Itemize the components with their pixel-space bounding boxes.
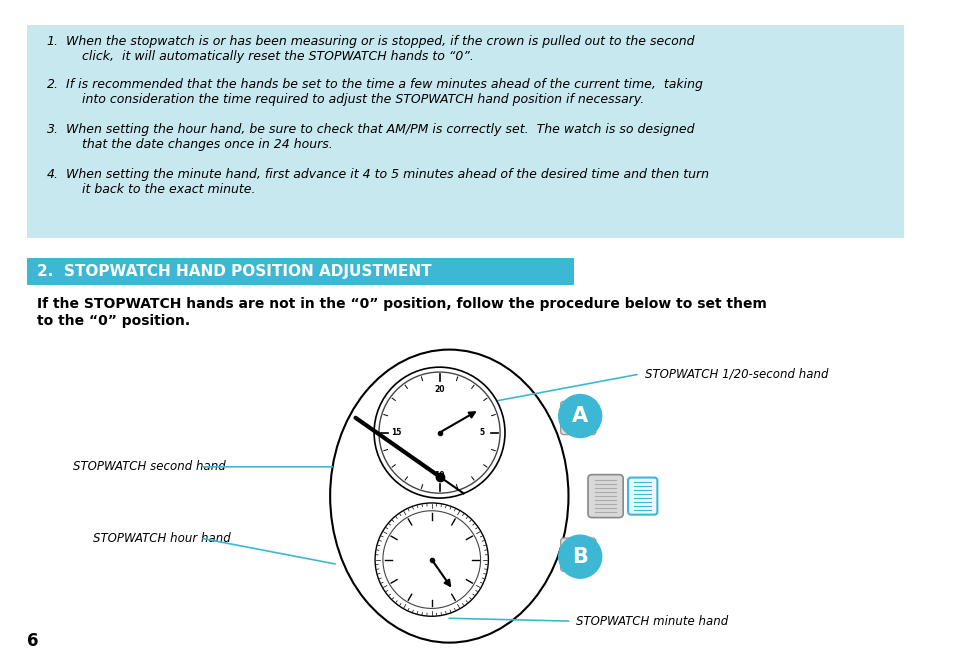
Circle shape	[382, 511, 480, 608]
Circle shape	[558, 535, 601, 578]
FancyBboxPatch shape	[587, 475, 622, 517]
FancyBboxPatch shape	[560, 538, 596, 571]
Text: When the stopwatch is or has been measuring or is stopped, if the crown is pulle: When the stopwatch is or has been measur…	[67, 35, 694, 63]
Text: 3.: 3.	[47, 123, 59, 136]
Circle shape	[378, 372, 499, 493]
FancyBboxPatch shape	[560, 402, 596, 434]
Text: to the “0” position.: to the “0” position.	[37, 315, 190, 329]
Text: B: B	[572, 547, 587, 567]
Circle shape	[374, 367, 504, 498]
Text: STOPWATCH 1/20-second hand: STOPWATCH 1/20-second hand	[644, 368, 827, 380]
Text: 10: 10	[434, 471, 444, 480]
Bar	[28, 25, 903, 238]
Ellipse shape	[330, 350, 568, 642]
Text: If is recommended that the hands be set to the time a few minutes ahead of the c: If is recommended that the hands be set …	[67, 78, 702, 106]
Text: 4.: 4.	[47, 168, 59, 181]
Text: STOPWATCH hour hand: STOPWATCH hour hand	[92, 531, 231, 545]
Text: When setting the minute hand, first advance it 4 to 5 minutes ahead of the desir: When setting the minute hand, first adva…	[67, 168, 709, 196]
FancyBboxPatch shape	[627, 477, 657, 515]
Text: 2.: 2.	[47, 78, 59, 91]
Text: A: A	[572, 406, 588, 426]
Text: If the STOPWATCH hands are not in the “0” position, follow the procedure below t: If the STOPWATCH hands are not in the “0…	[37, 297, 766, 311]
Text: 5: 5	[479, 428, 484, 437]
Text: 2.  STOPWATCH HAND POSITION ADJUSTMENT: 2. STOPWATCH HAND POSITION ADJUSTMENT	[37, 264, 432, 279]
Text: 6: 6	[28, 632, 39, 650]
Text: STOPWATCH minute hand: STOPWATCH minute hand	[576, 614, 728, 628]
Circle shape	[558, 394, 601, 438]
Text: 15: 15	[391, 428, 401, 437]
Text: 1.: 1.	[47, 35, 59, 48]
Bar	[28, 258, 574, 285]
Text: STOPWATCH second hand: STOPWATCH second hand	[73, 460, 226, 473]
Circle shape	[375, 503, 488, 616]
Text: When setting the hour hand, be sure to check that AM/PM is correctly set.  The w: When setting the hour hand, be sure to c…	[67, 123, 694, 151]
Text: 20: 20	[434, 385, 444, 394]
